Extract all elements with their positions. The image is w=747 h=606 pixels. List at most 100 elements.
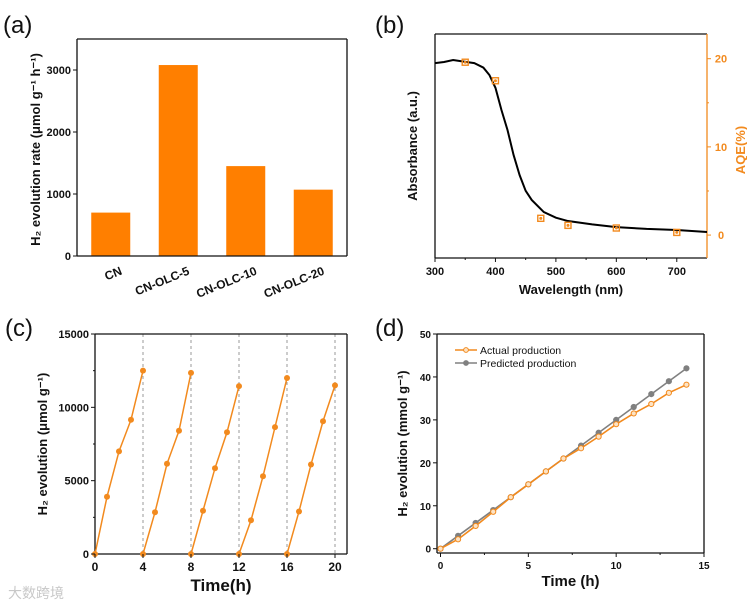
y2-tick-label: 10: [715, 142, 727, 154]
data-point: [116, 448, 122, 455]
x-axis-label: Time (h): [541, 573, 599, 590]
data-point: [104, 493, 110, 500]
aqe-marker-dot: [539, 216, 543, 220]
data-point: [560, 455, 567, 462]
x-tick-label: 10: [611, 561, 623, 572]
y-tick-label: 0: [65, 251, 71, 263]
x-tick-label: 5: [526, 561, 532, 572]
data-point: [200, 507, 206, 514]
aqe-marker-dot: [493, 79, 497, 83]
panel-label: (d): [375, 315, 404, 342]
y-tick-label: 3000: [47, 65, 71, 77]
legend-label: Predicted production: [480, 358, 576, 370]
y-axis-label: H₂ evolution rate (μmol g⁻¹ h⁻¹): [28, 53, 43, 246]
y-tick-label: 30: [420, 416, 432, 427]
y-axis-label: Absorbance (a.u.): [405, 91, 420, 201]
data-point: [260, 473, 266, 480]
x-tick-label: 4: [140, 560, 147, 574]
x-axis-label: Time(h): [190, 576, 251, 595]
data-point: [320, 418, 326, 425]
x-tick-label: 8: [188, 560, 195, 574]
data-point: [490, 508, 497, 515]
x-tick-label: 400: [486, 266, 504, 278]
x-tick-label: 0: [438, 561, 444, 572]
data-point: [272, 424, 278, 431]
data-point: [683, 381, 690, 388]
data-point: [176, 427, 182, 434]
y-tick-label: 1000: [47, 189, 71, 201]
data-point: [140, 367, 146, 374]
aqe-marker: [612, 224, 621, 232]
aqe-marker: [564, 221, 572, 230]
x-tick-label: 16: [280, 560, 294, 574]
x-axis-label: Wavelength (nm): [519, 282, 623, 297]
legend-label: Actual production: [480, 345, 561, 357]
data-point: [152, 509, 158, 516]
y2-tick-label: 20: [715, 54, 727, 66]
y-tick-label: 5000: [65, 476, 89, 488]
watermark-logo: 大数跨境: [8, 585, 64, 601]
y-tick-label: 20: [420, 459, 432, 470]
legend-marker: [463, 360, 469, 366]
data-point: [308, 461, 314, 468]
panel-b: (b) 300 400 500 600 700 0 10 20 Wavelength (nm) Ab…: [375, 12, 747, 297]
x-tick-label: CN-OLC-10: [194, 264, 259, 301]
data-point: [128, 416, 134, 423]
panel-label: (c): [5, 315, 33, 342]
data-point: [648, 400, 655, 408]
y-axis-label: AQE(%): [733, 126, 747, 174]
y-tick-label: 10: [420, 502, 432, 513]
data-point: [665, 389, 672, 396]
cycle-line: [286, 385, 336, 555]
y-tick-label: 50: [420, 330, 432, 341]
data-point: [630, 410, 637, 417]
data-point: [542, 468, 550, 475]
absorbance-line: [434, 58, 708, 234]
panel-label: (a): [3, 12, 32, 39]
bar: [293, 189, 333, 256]
cycle-line: [238, 377, 288, 555]
data-point: [525, 481, 532, 488]
aqe-marker: [461, 58, 469, 66]
data-point: [577, 445, 585, 452]
bar: [91, 212, 131, 256]
bar: [226, 166, 266, 256]
x-tick-label: CN-OLC-20: [262, 264, 327, 301]
aqe-marker-dot: [675, 230, 679, 234]
y-tick-label: 2000: [47, 127, 71, 139]
data-point: [332, 382, 338, 389]
data-point: [595, 433, 602, 440]
x-tick-label: 300: [426, 266, 444, 278]
y-axis-label: H₂ evolution (μmol g⁻¹): [35, 373, 50, 516]
data-point: [284, 375, 290, 381]
data-point: [437, 545, 444, 552]
x-tick-label: CN-OLC-5: [133, 264, 192, 299]
y-axis-label: H₂ evolution (mmol g⁻¹): [395, 370, 410, 516]
y-tick-label: 15000: [58, 329, 89, 341]
y-tick-label: 10000: [58, 402, 89, 414]
aqe-marker: [491, 77, 500, 85]
y-tick-label: 40: [420, 373, 432, 384]
data-point: [665, 378, 672, 385]
data-point: [613, 421, 620, 428]
data-point: [248, 517, 254, 524]
x-tick-label: 12: [232, 560, 246, 574]
panel-c: (c) 0 4 8 12 16 20 0 5000 10000 15000 Time(h) H₂ evo…: [5, 315, 348, 595]
x-tick-label: 15: [698, 561, 710, 572]
data-point: [507, 494, 514, 501]
data-point: [296, 508, 302, 515]
bar: [158, 65, 198, 256]
panel-d: (d) 0 5 10 15 0 10 20 30 40 50 Actual productionPre…: [375, 315, 710, 590]
aqe-marker-dot: [463, 60, 467, 64]
aqe-marker: [537, 214, 545, 223]
data-point: [236, 383, 242, 390]
data-point: [224, 429, 230, 436]
y-tick-label: 0: [83, 549, 89, 561]
data-point: [683, 365, 690, 372]
data-point: [188, 369, 194, 376]
x-tick-label: 500: [547, 266, 565, 278]
data-point: [164, 460, 170, 467]
aqe-marker-dot: [566, 223, 570, 227]
x-tick-label: 0: [92, 560, 99, 574]
